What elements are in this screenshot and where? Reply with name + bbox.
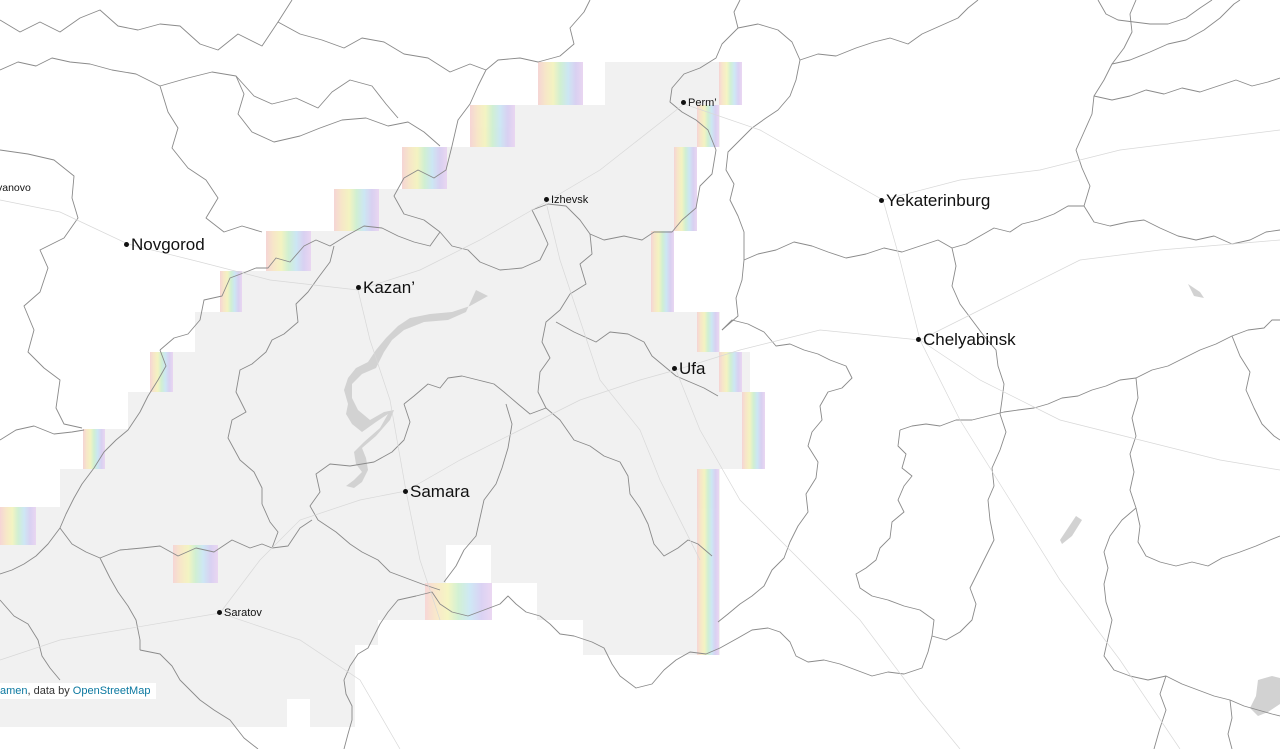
city-dot-icon [672, 366, 677, 372]
city-label: Kazan’ [363, 278, 415, 297]
city-label: Samara [410, 482, 470, 501]
city-label: Perm’ [688, 97, 717, 109]
city-saratov[interactable]: Saratov [217, 608, 262, 619]
city-perm[interactable]: Perm’ [681, 98, 717, 109]
city-dot-icon [217, 609, 222, 615]
city-label: Saratov [224, 607, 262, 619]
city-kazan[interactable]: Kazan’ [356, 279, 415, 296]
attribution-text: , data by [27, 685, 73, 697]
city-dot-icon [544, 196, 549, 202]
city-dot-icon [403, 489, 408, 495]
city-dot-icon [879, 198, 884, 204]
city-yekaterinburg[interactable]: Yekaterinburg [879, 192, 990, 209]
city-dot-icon [356, 285, 361, 291]
city-ivanovo[interactable]: vanovo [0, 183, 31, 194]
map-attribution: amen, data by OpenStreetMap [0, 683, 155, 699]
water-bodies [344, 284, 1280, 716]
city-label: Chelyabinsk [923, 330, 1016, 349]
city-ufa[interactable]: Ufa [672, 360, 705, 377]
city-label: Novgorod [131, 235, 205, 254]
openstreetmap-link[interactable]: OpenStreetMap [72, 685, 151, 697]
city-samara[interactable]: Samara [403, 483, 470, 500]
city-izhevsk[interactable]: Izhevsk [544, 195, 588, 206]
city-novgorod[interactable]: Novgorod [124, 236, 205, 253]
city-chelyabinsk[interactable]: Chelyabinsk [916, 331, 1016, 348]
city-label: Yekaterinburg [886, 191, 991, 210]
city-label: Izhevsk [551, 194, 589, 206]
city-label: Ufa [679, 359, 706, 378]
city-dot-icon [681, 99, 686, 105]
city-label: vanovo [0, 182, 31, 194]
attribution-stamen-link[interactable]: amen [0, 685, 28, 697]
city-dot-icon [916, 337, 921, 343]
city-dot-icon [124, 242, 129, 248]
coverage-area [0, 62, 765, 727]
